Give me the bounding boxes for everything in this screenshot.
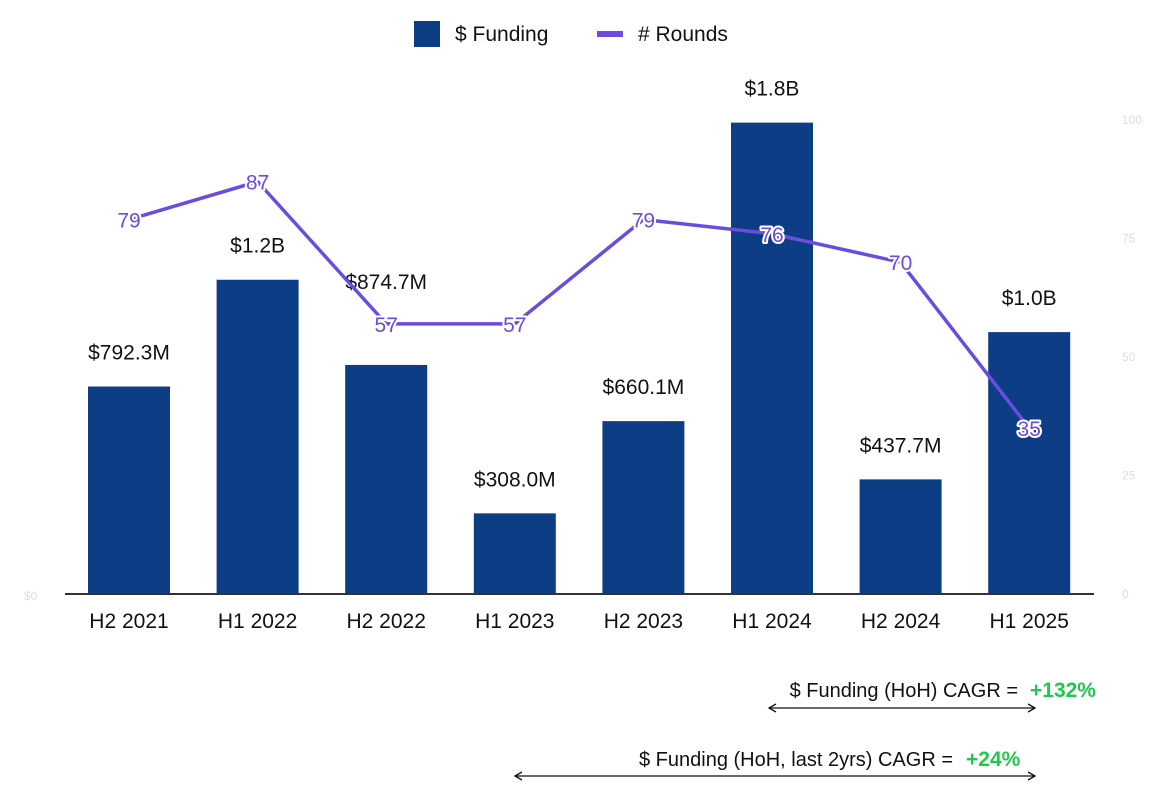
funding-data-label: $308.0M bbox=[474, 468, 556, 491]
x-tick-label: H2 2022 bbox=[346, 610, 425, 633]
right-axis-tick: 50 bbox=[1122, 350, 1136, 364]
bars: $792.3M $1.2B $874.7M $308.0M $660.1M $1.8B $4… bbox=[88, 78, 1071, 595]
annotation-cagr-2yrs-value: +24% bbox=[966, 748, 1021, 771]
funding-bar bbox=[473, 513, 556, 594]
legend-funding-swatch bbox=[414, 21, 440, 47]
annotation-cagr-2yrs-text: $ Funding (HoH, last 2yrs) CAGR = bbox=[639, 749, 953, 771]
right-axis-tick: 0 bbox=[1122, 587, 1129, 601]
x-ticks: H2 2021 H1 2022 H2 2022 H1 2023 H2 2023 H1 20… bbox=[89, 610, 1069, 633]
funding-bar bbox=[988, 332, 1071, 594]
x-tick-label: H2 2023 bbox=[604, 610, 683, 633]
annotation-cagr-2yrs: $ Funding (HoH, last 2yrs) CAGR = +24% bbox=[513, 748, 1037, 781]
x-tick-label: H1 2025 bbox=[989, 610, 1068, 633]
x-tick-label: H2 2021 bbox=[89, 610, 168, 633]
funding-data-label: $660.1M bbox=[603, 376, 685, 399]
funding-data-label: $437.7M bbox=[860, 434, 942, 457]
right-axis: 0 25 50 75 100 bbox=[1122, 113, 1142, 601]
legend-funding-label: $ Funding bbox=[455, 23, 548, 46]
rounds-data-label: 87 bbox=[246, 172, 269, 195]
annotation-cagr-all-text: $ Funding (HoH) CAGR = bbox=[790, 680, 1018, 702]
rounds-data-label: 79 bbox=[117, 210, 140, 233]
legend-rounds-swatch bbox=[597, 31, 623, 37]
funding-bar bbox=[731, 122, 813, 595]
annotation-cagr-all: $ Funding (HoH) CAGR = +132% bbox=[767, 679, 1096, 713]
double-arrow-icon bbox=[513, 771, 1037, 781]
funding-data-label: $1.0B bbox=[1002, 287, 1057, 310]
rounds-line: 79 87 57 57 79 76 70 35 bbox=[115, 170, 1043, 443]
rounds-data-label: 35 bbox=[1018, 418, 1041, 441]
annotation-cagr-all-value: +132% bbox=[1030, 679, 1096, 702]
double-arrow-icon bbox=[767, 703, 1037, 713]
left-axis-tick: $0 bbox=[24, 589, 38, 603]
rounds-data-label: 57 bbox=[503, 314, 526, 337]
right-axis-tick: 75 bbox=[1122, 232, 1136, 246]
legend-rounds-label: # Rounds bbox=[638, 23, 728, 46]
right-axis-tick: 100 bbox=[1122, 113, 1142, 127]
x-tick-label: H1 2022 bbox=[218, 610, 297, 633]
rounds-data-label: 70 bbox=[889, 252, 912, 275]
rounds-data-label: 57 bbox=[375, 314, 398, 337]
rounds-data-label: 79 bbox=[632, 210, 655, 233]
rounds-data-label: 76 bbox=[760, 224, 783, 247]
funding-data-label: $874.7M bbox=[345, 271, 427, 294]
right-axis-tick: 25 bbox=[1122, 469, 1136, 483]
funding-data-label: $1.2B bbox=[230, 235, 285, 258]
rounds-series-line bbox=[128, 179, 1031, 430]
funding-bar bbox=[345, 364, 428, 594]
funding-bar bbox=[216, 279, 299, 594]
x-tick-label: H2 2024 bbox=[861, 610, 941, 633]
funding-bar bbox=[88, 386, 170, 594]
x-tick-label: H1 2023 bbox=[475, 610, 554, 633]
funding-data-label: $792.3M bbox=[88, 342, 170, 365]
funding-bar bbox=[859, 479, 942, 594]
funding-bar bbox=[602, 421, 685, 594]
legend: $ Funding # Rounds bbox=[414, 21, 728, 47]
x-tick-label: H1 2024 bbox=[732, 610, 812, 633]
funding-data-label: $1.8B bbox=[745, 78, 800, 101]
